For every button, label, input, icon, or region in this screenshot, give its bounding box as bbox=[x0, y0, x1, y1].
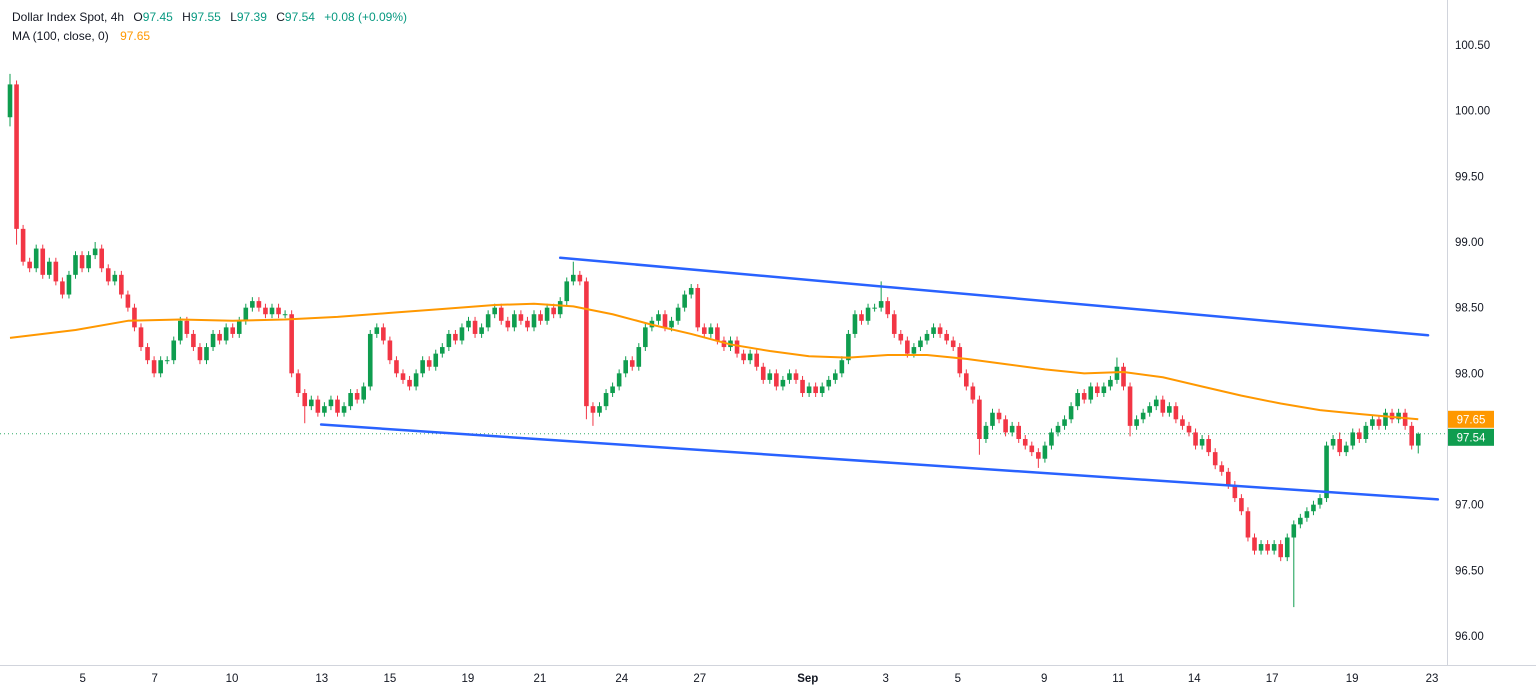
open-value: 97.45 bbox=[142, 10, 173, 24]
svg-text:98.00: 98.00 bbox=[1455, 368, 1484, 380]
ma-price-badge[interactable]: 97.65 bbox=[1448, 410, 1494, 428]
trendline-channel-lower[interactable] bbox=[319, 423, 1440, 501]
chart-legend: Dollar Index Spot, 4h O97.45 H97.55 L97.… bbox=[12, 8, 407, 46]
svg-text:100.50: 100.50 bbox=[1455, 40, 1490, 52]
low-label: L bbox=[230, 10, 237, 24]
svg-text:7: 7 bbox=[152, 673, 158, 685]
high-value: 97.55 bbox=[190, 10, 221, 24]
svg-text:13: 13 bbox=[315, 673, 328, 685]
candles-layer[interactable] bbox=[7, 73, 1421, 608]
price-axis[interactable]: 100.50100.0099.5099.0098.5098.0097.5097.… bbox=[1455, 40, 1490, 643]
svg-text:9: 9 bbox=[1041, 673, 1047, 685]
svg-text:99.00: 99.00 bbox=[1455, 237, 1484, 249]
svg-text:Sep: Sep bbox=[797, 673, 818, 685]
svg-text:97.54: 97.54 bbox=[1457, 432, 1486, 444]
ma-line[interactable] bbox=[9, 302, 1419, 421]
low-value: 97.39 bbox=[236, 10, 267, 24]
svg-text:21: 21 bbox=[533, 673, 546, 685]
svg-text:97.00: 97.00 bbox=[1455, 500, 1484, 512]
svg-text:97.65: 97.65 bbox=[1457, 414, 1486, 426]
time-axis[interactable]: 5 7 10 13 15 19 21 24 27 Sep 3 5 9 11 14 17 19 23 bbox=[80, 673, 1439, 685]
symbol-legend-row: Dollar Index Spot, 4h O97.45 H97.55 L97.… bbox=[12, 8, 407, 27]
svg-text:19: 19 bbox=[1346, 673, 1359, 685]
high-label: H bbox=[182, 10, 191, 24]
svg-text:96.00: 96.00 bbox=[1455, 631, 1484, 643]
svg-text:5: 5 bbox=[955, 673, 961, 685]
svg-text:14: 14 bbox=[1188, 673, 1201, 685]
trendline-channel-upper[interactable] bbox=[558, 256, 1430, 337]
svg-text:19: 19 bbox=[461, 673, 474, 685]
svg-text:99.50: 99.50 bbox=[1455, 171, 1484, 183]
symbol-title[interactable]: Dollar Index Spot, 4h bbox=[12, 10, 125, 24]
ma-study-label[interactable]: MA (100, close, 0) bbox=[12, 29, 109, 43]
svg-text:5: 5 bbox=[80, 673, 86, 685]
open-label: O bbox=[133, 10, 143, 24]
svg-text:15: 15 bbox=[384, 673, 397, 685]
svg-text:98.50: 98.50 bbox=[1455, 303, 1484, 315]
svg-text:11: 11 bbox=[1112, 673, 1124, 685]
svg-text:23: 23 bbox=[1426, 673, 1439, 685]
close-label: C bbox=[276, 10, 285, 24]
svg-text:27: 27 bbox=[693, 673, 706, 685]
change-value: +0.08 (+0.09%) bbox=[324, 10, 408, 24]
svg-text:3: 3 bbox=[883, 673, 889, 685]
svg-text:17: 17 bbox=[1266, 673, 1279, 685]
svg-text:24: 24 bbox=[615, 673, 628, 685]
ma-legend-row: MA (100, close, 0) 97.65 bbox=[12, 27, 407, 46]
last-price-badge[interactable]: 97.54 bbox=[1448, 428, 1494, 446]
ma-study-value: 97.65 bbox=[120, 29, 151, 43]
svg-text:96.50: 96.50 bbox=[1455, 565, 1484, 577]
svg-text:100.00: 100.00 bbox=[1455, 106, 1490, 118]
svg-text:10: 10 bbox=[226, 673, 239, 685]
close-value: 97.54 bbox=[284, 10, 315, 24]
